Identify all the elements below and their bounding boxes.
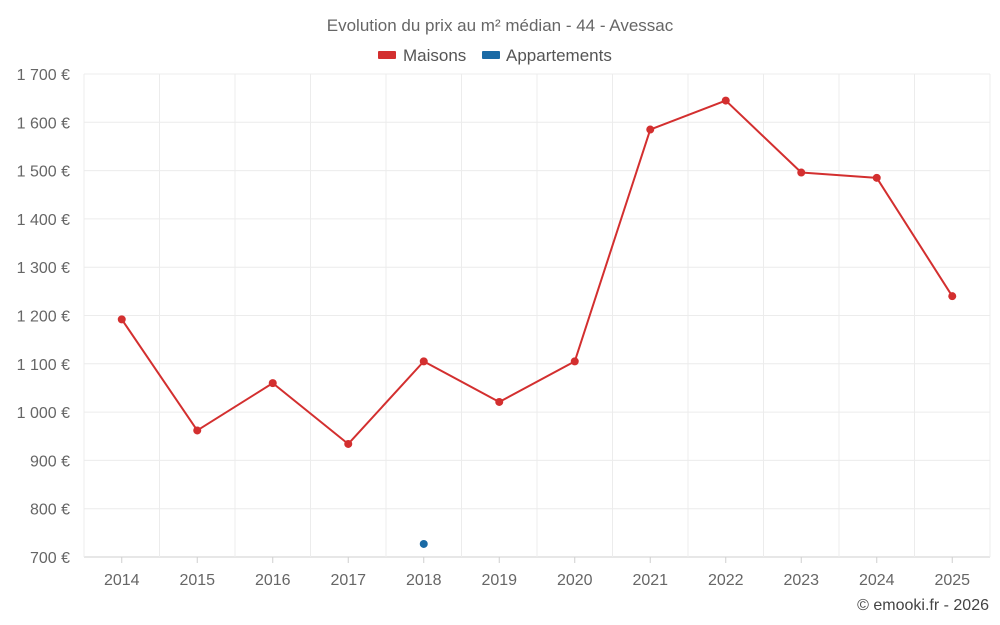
legend: Maisons Appartements	[378, 46, 612, 65]
y-tick-label: 1 600 €	[17, 115, 70, 132]
y-tick-label: 1 700 €	[17, 67, 70, 84]
x-tick-label: 2021	[632, 572, 668, 589]
y-tick-label: 700 €	[30, 550, 70, 567]
y-tick-label: 800 €	[30, 502, 70, 519]
x-axis: 2014 2015 2016 2017 2018 2019 2020 2021 2022 2023…	[104, 557, 970, 589]
data-point-maisons	[948, 292, 957, 301]
x-tick-label: 2018	[406, 572, 442, 589]
series-line-maisons	[120, 99, 954, 445]
y-tick-label: 1 400 €	[17, 212, 70, 229]
y-tick-label: 1 200 €	[17, 309, 70, 326]
data-point-maisons	[495, 397, 504, 406]
x-tick-label: 2022	[708, 572, 744, 589]
grid-lines	[83, 73, 991, 558]
y-axis: 700 € 800 € 900 € 1 000 € 1 100 € 1 200 € 1 30…	[17, 67, 70, 567]
data-point-maisons	[117, 315, 126, 324]
legend-label-maisons: Maisons	[403, 46, 466, 65]
x-tick-label: 2019	[481, 572, 517, 589]
legend-label-appartements: Appartements	[506, 46, 612, 65]
credit-text: © emooki.fr - 2026	[857, 597, 989, 614]
data-point-maisons	[872, 173, 881, 182]
data-point-maisons	[268, 379, 277, 388]
x-tick-label: 2016	[255, 572, 291, 589]
data-point-maisons	[570, 357, 579, 366]
legend-swatch-maisons	[378, 51, 396, 59]
x-tick-label: 2015	[179, 572, 215, 589]
data-point-maisons	[646, 125, 655, 134]
x-tick-label: 2024	[859, 572, 895, 589]
y-tick-label: 1 100 €	[17, 357, 70, 374]
data-point-maisons	[721, 96, 730, 105]
data-point-maisons	[193, 426, 202, 435]
x-tick-label: 2020	[557, 572, 593, 589]
y-tick-label: 1 000 €	[17, 405, 70, 422]
chart-title: Evolution du prix au m² médian - 44 - Av…	[327, 16, 674, 35]
x-tick-label: 2014	[104, 572, 140, 589]
x-tick-label: 2023	[783, 572, 819, 589]
data-point-maisons	[419, 357, 428, 366]
data-series	[117, 96, 957, 548]
y-tick-label: 900 €	[30, 453, 70, 470]
x-tick-label: 2017	[330, 572, 366, 589]
data-point-maisons	[344, 439, 353, 448]
x-tick-label: 2025	[934, 572, 970, 589]
y-tick-label: 1 500 €	[17, 164, 70, 181]
data-point-maisons	[797, 168, 806, 177]
y-tick-label: 1 300 €	[17, 260, 70, 277]
legend-swatch-appartements	[482, 51, 500, 59]
data-point-appartements	[419, 539, 428, 548]
